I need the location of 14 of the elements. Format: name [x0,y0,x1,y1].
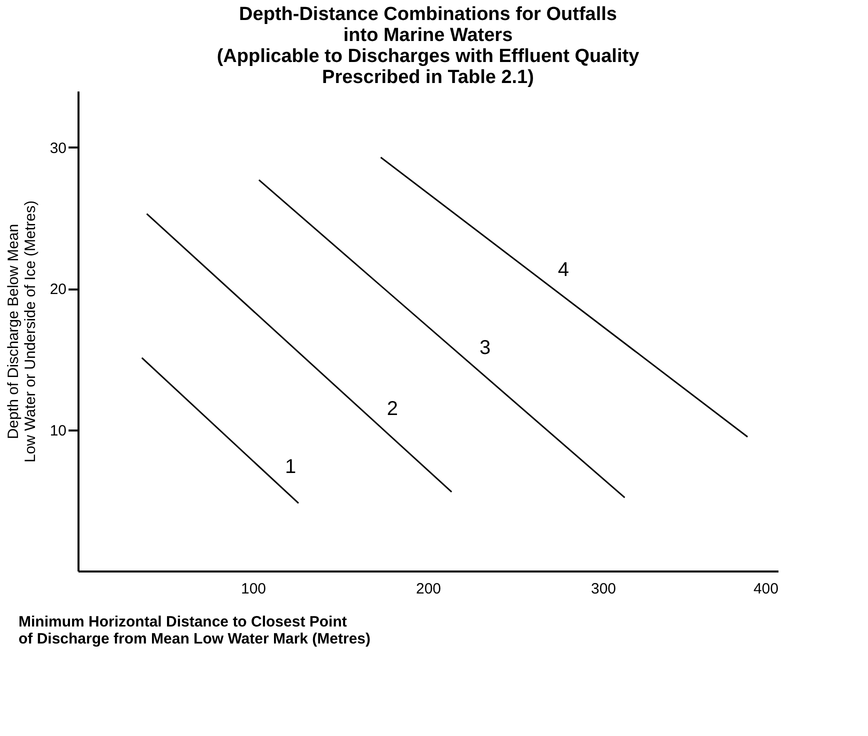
series-label: 1 [285,456,296,478]
y-tick-label: 20 [50,281,66,298]
x-tick-label: 200 [416,580,442,598]
x-tick-label: 400 [753,580,778,598]
x-tick-label: 100 [240,580,266,598]
y-tick-label: 10 [50,422,66,440]
y-tick-label: 30 [50,140,66,157]
series-label: 3 [480,337,491,360]
series-label: 2 [386,398,398,420]
x-tick-label: 300 [590,580,616,598]
series-label: 4 [558,258,570,281]
x-axis-title: Minimum Horizontal Distance to Closest Point of Discharge from Mean Low Water Mark (Metres) [18,614,371,648]
chart-title: Depth-Distance Combinations for Outfalls into Marine Waters (Applicable to Discharges with Effluent Quality Prescribed in Table 2.1) [216,4,640,88]
y-axis-title: Depth of Discharge Below Mean Low Water or Underside of Ice (Metres) [4,200,39,463]
